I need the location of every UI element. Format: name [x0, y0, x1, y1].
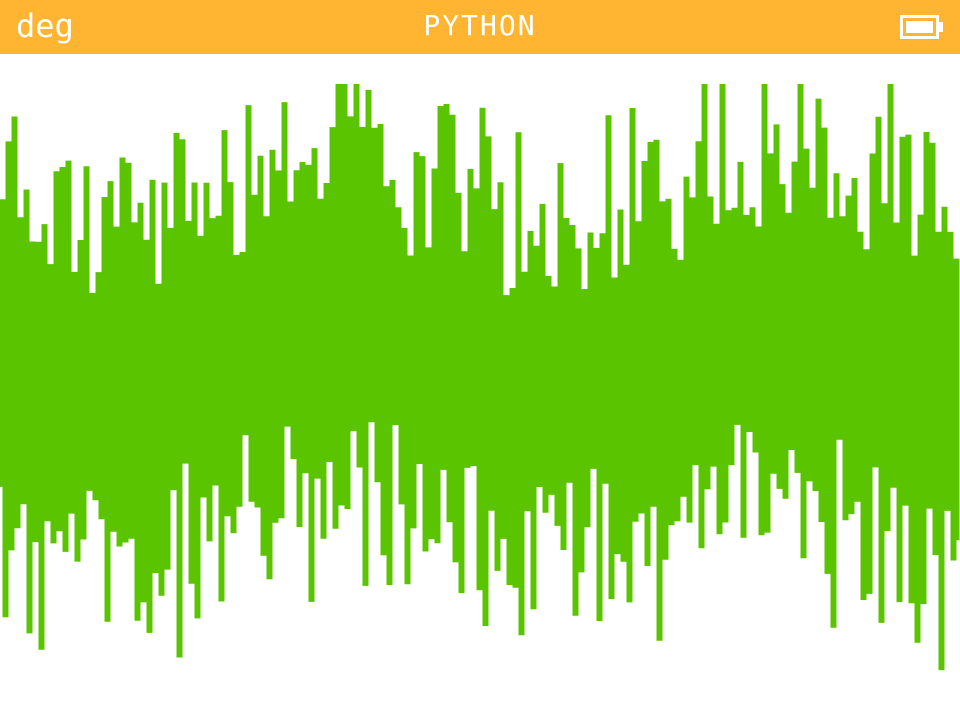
python-graphics-output	[0, 54, 960, 720]
app-title: PYTHON	[423, 9, 537, 42]
battery-fill	[906, 21, 933, 33]
angle-mode-indicator: deg	[16, 7, 74, 45]
title-bar: deg PYTHON	[0, 0, 960, 54]
drawn-line-pattern	[0, 84, 960, 671]
battery-full-icon	[900, 15, 943, 39]
turtle-drawing	[0, 84, 960, 671]
